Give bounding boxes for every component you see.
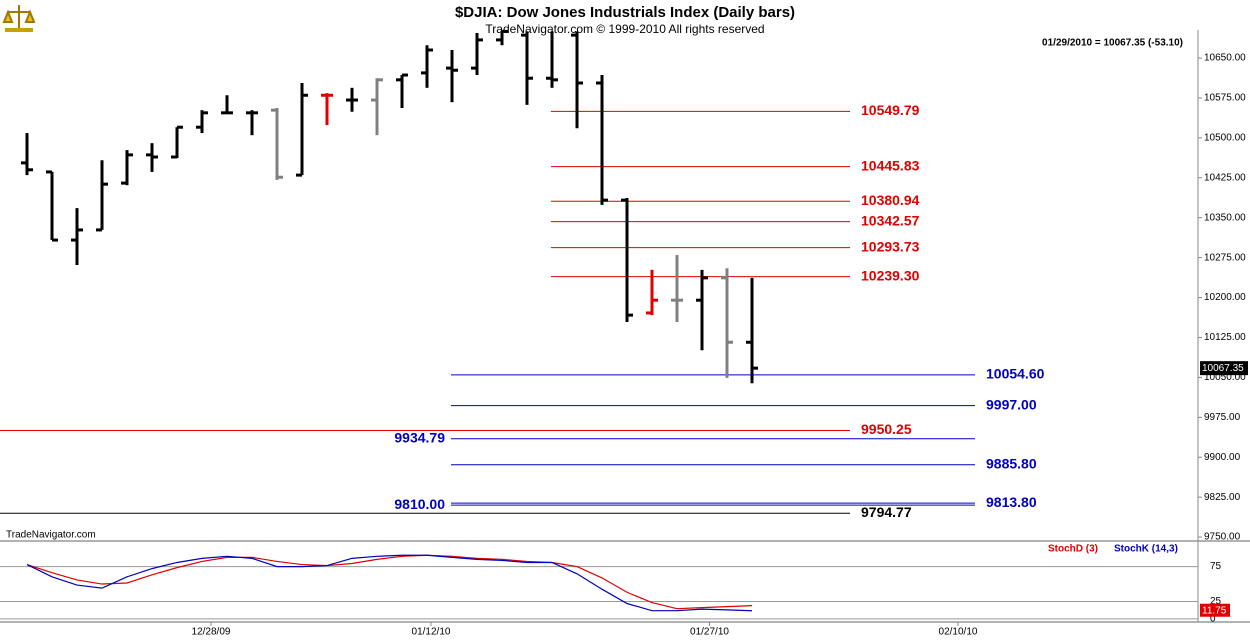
watermark: TradeNavigator.com bbox=[6, 530, 96, 541]
y-tick-label: 10425.00 bbox=[1204, 172, 1246, 183]
level-label: 9885.80 bbox=[986, 455, 1037, 471]
y-tick-label: 10350.00 bbox=[1204, 212, 1246, 223]
y-tick-label: 10200.00 bbox=[1204, 292, 1246, 303]
level-label: 10549.79 bbox=[861, 102, 920, 118]
y-tick-label: 10650.00 bbox=[1204, 53, 1246, 64]
x-tick-label: 12/28/09 bbox=[192, 627, 231, 638]
y-tick-label: 75 bbox=[1210, 561, 1222, 572]
x-tick-label: 01/27/10 bbox=[690, 627, 729, 638]
level-label: 10293.73 bbox=[861, 238, 920, 254]
y-tick-label: 10125.00 bbox=[1204, 332, 1246, 343]
level-label: 10054.60 bbox=[986, 366, 1045, 382]
y-tick-label: 9750.00 bbox=[1204, 532, 1241, 543]
last-price-marker bbox=[1200, 361, 1248, 376]
level-label: 10239.30 bbox=[861, 267, 920, 283]
chart-subtitle: TradeNavigator.com © 1999-2010 All right… bbox=[485, 22, 764, 36]
level-label: 9794.77 bbox=[861, 504, 912, 520]
y-tick-label: 0 bbox=[1210, 614, 1216, 625]
y-tick-label: 25 bbox=[1210, 596, 1222, 607]
level-label: 9934.79 bbox=[394, 429, 445, 445]
legend-label: StochD (3) bbox=[1048, 544, 1098, 555]
y-tick-label: 9900.00 bbox=[1204, 452, 1241, 463]
level-label: 9810.00 bbox=[394, 496, 445, 512]
last-value-label: 11.75 bbox=[1202, 605, 1227, 616]
x-tick-label: 02/10/10 bbox=[939, 627, 978, 638]
level-label: 10445.83 bbox=[861, 157, 920, 173]
level-label: 9950.25 bbox=[861, 421, 912, 437]
y-tick-label: 10500.00 bbox=[1204, 132, 1246, 143]
x-tick-label: 01/12/10 bbox=[412, 627, 451, 638]
y-tick-label: 10275.00 bbox=[1204, 252, 1246, 263]
level-label: 10342.57 bbox=[861, 212, 920, 228]
y-tick-label: 10575.00 bbox=[1204, 93, 1246, 104]
chart-title: $DJIA: Dow Jones Industrials Index (Dail… bbox=[455, 4, 795, 21]
level-label: 9997.00 bbox=[986, 396, 1037, 412]
stoch-line bbox=[26, 554, 753, 612]
y-tick-label: 10050.00 bbox=[1204, 372, 1246, 383]
logo bbox=[2, 5, 36, 32]
y-tick-label: 9825.00 bbox=[1204, 492, 1241, 503]
info-text: 01/29/2010 = 10067.35 (-53.10) bbox=[1042, 38, 1183, 49]
y-tick-label: 9975.00 bbox=[1204, 412, 1241, 423]
stoch-line bbox=[26, 554, 753, 610]
legend-label: StochK (14,3) bbox=[1114, 544, 1178, 555]
level-label: 10380.94 bbox=[861, 192, 920, 208]
level-label: 9813.80 bbox=[986, 494, 1037, 510]
last-price-label: 10067.35 bbox=[1202, 363, 1244, 374]
last-value-marker bbox=[1200, 603, 1230, 617]
